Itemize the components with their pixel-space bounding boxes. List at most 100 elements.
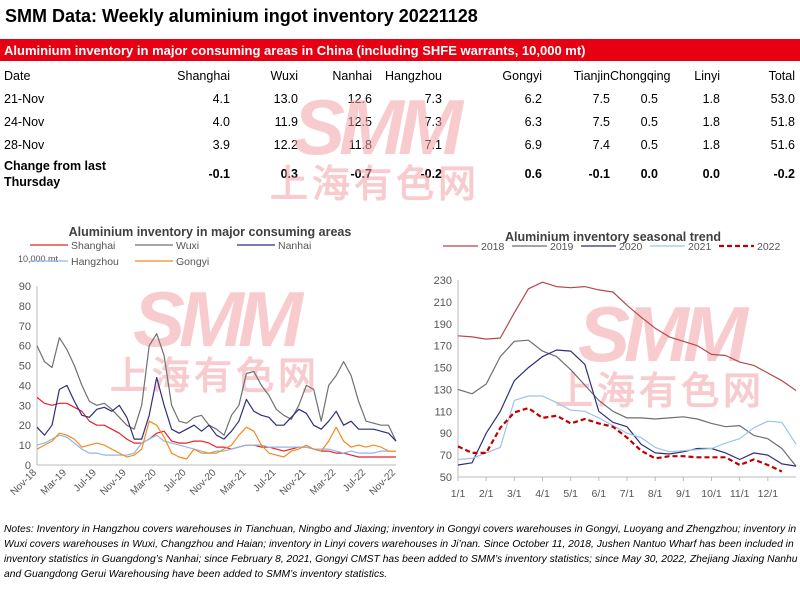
header-cell: Tianjin	[573, 68, 610, 83]
series-line-2020	[457, 349, 797, 467]
legend-label: 2018	[481, 241, 505, 253]
x-tick-label: Jul-22	[341, 467, 368, 494]
legend-label: 2021	[688, 241, 712, 253]
series-line-hangzhou	[36, 434, 396, 456]
y-tick-label: 10	[19, 440, 31, 452]
x-tick-label: 9/1	[676, 488, 691, 500]
table-row: 28-Nov 3.9 12.2 11.8 7.1 6.9 7.4 0.5 1.8 51.6	[0, 133, 800, 156]
header-cell: Linyi	[694, 68, 720, 83]
x-tick-label: 4/1	[535, 488, 550, 500]
y-tick-label: 70	[19, 321, 31, 333]
header-cell: Nanhai	[332, 68, 372, 83]
legend-label: 2019	[550, 241, 574, 253]
change-cell: -0.2	[773, 167, 795, 181]
series-line-gongyi	[36, 420, 396, 460]
change-row: Change from last Thursday -0.1 0.3 -0.7 …	[0, 156, 800, 192]
table-cell: 1.8	[702, 114, 720, 129]
x-tick-label: 12/1	[758, 488, 779, 500]
x-tick-label: Nov-20	[188, 467, 219, 498]
x-tick-label: Mar-19	[39, 467, 69, 497]
table-cell: 11.8	[348, 137, 372, 152]
table-cell: 7.5	[592, 91, 610, 106]
x-tick-label: 3/1	[507, 488, 522, 500]
table-caption: Aluminium inventory in major consuming a…	[0, 39, 800, 61]
table-cell: 0.5	[640, 137, 658, 152]
x-tick-label: Jul-20	[162, 467, 189, 494]
y-tick-label: 110	[434, 406, 452, 418]
header-cell: Chongqing	[610, 68, 671, 83]
legend-label: 2020	[619, 241, 643, 253]
y-tick-label: 70	[440, 450, 452, 462]
x-tick-label: Nov-19	[98, 467, 129, 498]
page-title: SMM Data: Weekly aluminium ingot invento…	[5, 6, 478, 26]
header-cell: Shanghai	[177, 68, 230, 83]
change-cell: 0.3	[280, 167, 298, 181]
y-tick-label: 30	[19, 400, 31, 412]
series-line-shanghai	[36, 396, 396, 458]
table-cell: 0.5	[640, 114, 658, 129]
chart-title: Aluminium inventory seasonal trend	[505, 230, 721, 244]
change-cell: 0.6	[524, 167, 542, 181]
header-cell: Gongyi	[502, 68, 542, 83]
table-header: Date Shanghai Wuxi Nanhai Hangzhou Gongy…	[0, 64, 800, 87]
header-cell: Total	[768, 68, 795, 83]
table-cell: 3.9	[212, 137, 230, 152]
table-cell: 12.6	[347, 91, 372, 106]
table-cell: 0.5	[640, 91, 658, 106]
y-tick-label: 40	[19, 380, 31, 392]
x-tick-label: 5/1	[563, 488, 578, 500]
table-cell: 13.0	[273, 91, 298, 106]
legend-label: Nanhai	[278, 240, 311, 252]
series-line-2018	[457, 281, 797, 391]
change-label: Change from last Thursday	[4, 159, 107, 189]
y-tick-label: 130	[434, 384, 452, 396]
x-tick-label: 11/1	[730, 488, 750, 500]
table-cell: 51.8	[770, 114, 795, 129]
x-tick-label: 7/1	[620, 488, 635, 500]
series-line-wuxi	[36, 333, 397, 442]
x-tick-label: 10/1	[701, 488, 722, 500]
change-cell: 0.0	[702, 167, 720, 181]
series-line-2019	[457, 339, 797, 467]
y-tick-label: 210	[434, 297, 452, 309]
change-cell: -0.2	[420, 167, 442, 181]
change-cell: -0.1	[208, 167, 230, 181]
table-cell: 7.1	[424, 137, 442, 152]
table-cell: 7.4	[592, 137, 610, 152]
series-line-2022	[457, 407, 783, 473]
x-tick-label: Jul-19	[72, 467, 99, 494]
y-tick-label: 20	[19, 420, 31, 432]
legend-label: Gongyi	[176, 256, 209, 268]
table-row: 24-Nov 4.0 11.9 12.5 7.3 6.3 7.5 0.5 1.8 51.8	[0, 110, 800, 133]
change-cell: -0.1	[588, 167, 610, 181]
x-tick-label: Mar-22	[308, 467, 338, 497]
y-axis-label: 10,000 mt	[18, 254, 59, 264]
table-row: 21-Nov 4.1 13.0 12.6 7.3 6.2 7.5 0.5 1.8 53.0	[0, 87, 800, 110]
change-cell: -0.7	[350, 167, 372, 181]
x-tick-label: Mar-21	[218, 467, 248, 497]
y-tick-label: 60	[19, 341, 31, 353]
table-cell: 51.6	[770, 137, 795, 152]
y-tick-label: 80	[19, 301, 31, 313]
x-tick-label: 1/1	[451, 488, 466, 500]
x-tick-label: Nov-21	[278, 467, 309, 498]
table-cell: 1.8	[702, 137, 720, 152]
chart-title: Aluminium inventory in major consuming a…	[69, 225, 352, 239]
y-tick-label: 150	[434, 363, 452, 375]
series-line-2021	[457, 395, 797, 461]
header-cell: Wuxi	[270, 68, 298, 83]
table-cell: 7.3	[424, 114, 442, 129]
table-cell: 4.0	[212, 114, 230, 129]
x-tick-label: Jul-21	[251, 467, 278, 494]
table-cell: 7.3	[424, 91, 442, 106]
series-line-nanhai	[36, 376, 397, 442]
table-cell: 7.5	[592, 114, 610, 129]
table-cell: 6.2	[524, 91, 542, 106]
legend-label: Hangzhou	[71, 256, 119, 268]
y-tick-label: 90	[440, 428, 452, 440]
table-cell: 12.5	[347, 114, 372, 129]
table-cell: 6.9	[524, 137, 542, 152]
table-cell: 6.3	[524, 114, 542, 129]
header-cell: Date	[4, 68, 31, 83]
y-tick-label: 170	[434, 341, 452, 353]
